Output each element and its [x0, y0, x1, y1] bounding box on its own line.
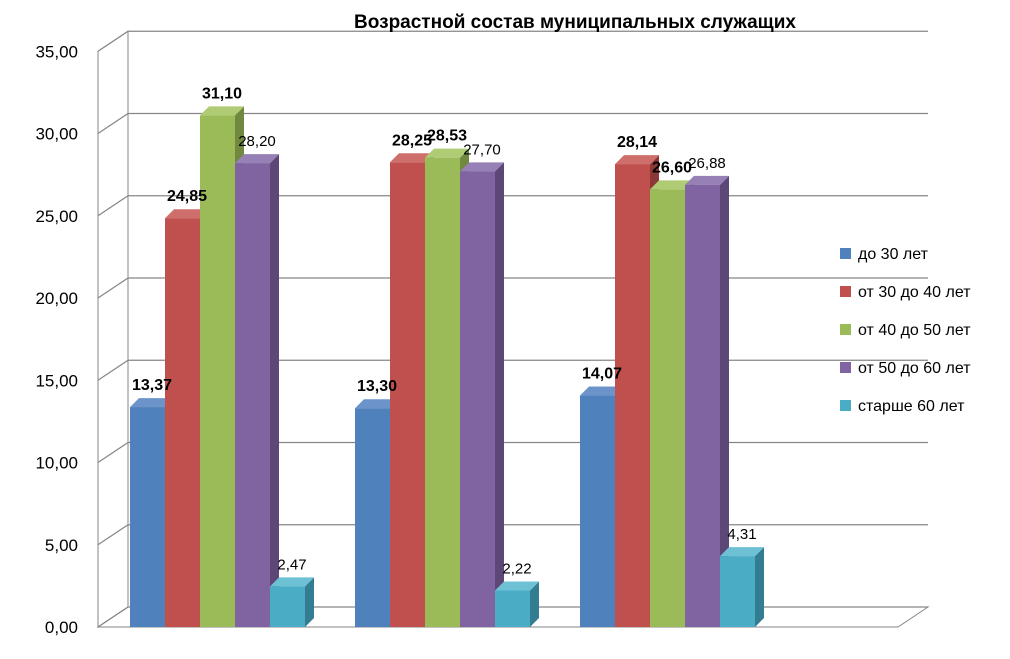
bar-side — [305, 577, 314, 627]
data-label: 13,30 — [357, 378, 397, 395]
bar-top — [425, 148, 469, 158]
data-label: 28,25 — [392, 132, 432, 149]
bar-side — [720, 175, 729, 627]
bar-front — [685, 184, 720, 627]
legend-entry: от 50 до 60 лет — [858, 360, 971, 377]
bar-top — [355, 399, 399, 409]
bar-top — [235, 154, 279, 164]
data-label: 13,37 — [132, 377, 172, 394]
bar-top — [495, 581, 539, 591]
bar — [235, 154, 279, 628]
bar-top — [720, 547, 764, 557]
bar-top — [580, 386, 624, 396]
bar-front — [165, 218, 200, 627]
bar-top — [200, 106, 244, 116]
legend-swatch — [840, 324, 851, 335]
chart-title: Возрастной состав муниципальных служащих — [354, 12, 796, 33]
bar-front — [235, 163, 270, 628]
bar-side — [755, 547, 764, 627]
legend-swatch — [840, 248, 851, 259]
bar-top — [165, 209, 209, 219]
legend-swatch — [840, 362, 851, 373]
bar-side — [530, 581, 539, 627]
gridline — [97, 30, 928, 52]
bar-front — [720, 556, 755, 627]
y-tick-label: 20,00 — [35, 289, 78, 308]
y-tick-label: 35,00 — [35, 42, 78, 61]
bar-top — [650, 180, 694, 190]
bar-front — [200, 115, 235, 627]
bar-side — [495, 162, 504, 627]
data-label: 27,70 — [463, 141, 501, 158]
bar-front — [580, 395, 615, 627]
legend-swatch — [840, 286, 851, 297]
data-label: 28,53 — [427, 128, 467, 145]
bar-front — [425, 157, 460, 627]
legend-entry: от 40 до 50 лет — [858, 322, 971, 339]
y-tick-label: 10,00 — [35, 454, 78, 473]
data-label: 2,47 — [277, 556, 306, 573]
bar-top — [270, 577, 314, 587]
legend-entry: старше 60 лет — [858, 398, 965, 415]
bar-top — [130, 398, 174, 408]
gridline — [97, 112, 928, 134]
bar-top — [390, 153, 434, 163]
bar — [270, 577, 314, 627]
data-label: 26,60 — [652, 159, 692, 176]
bar-front — [355, 408, 390, 627]
legend-entry: от 30 до 40 лет — [858, 284, 971, 301]
data-label: 26,88 — [688, 155, 726, 172]
bar-front — [390, 162, 425, 627]
bar-front — [615, 164, 650, 628]
data-labels: 13,37 13,30 14,07 24,85 28,25 28,14 31,10 28,53… — [132, 85, 757, 577]
y-tick-label: 25,00 — [35, 207, 78, 226]
y-axis-tick-labels: 0,00 5,00 10,00 15,00 20,00 25,00 30,00 35,00 — [35, 42, 78, 637]
bar-top — [615, 155, 659, 165]
bar-front — [130, 407, 165, 627]
data-label: 28,14 — [617, 134, 657, 151]
bar — [720, 547, 764, 627]
y-tick-label: 30,00 — [35, 125, 78, 144]
bar-side — [270, 154, 279, 628]
bar-top — [460, 162, 504, 172]
data-label: 14,07 — [582, 366, 622, 383]
legend-entry: до 30 лет — [858, 246, 929, 263]
data-label: 24,85 — [167, 188, 207, 205]
legend-swatch — [840, 400, 851, 411]
bar — [460, 162, 504, 627]
bar-front — [460, 171, 495, 627]
data-label: 31,10 — [202, 85, 242, 102]
data-label: 4,31 — [727, 526, 756, 543]
y-tick-label: 5,00 — [45, 536, 78, 555]
bar — [685, 175, 729, 627]
bar-front — [650, 189, 685, 627]
bar-front — [270, 586, 305, 627]
bars — [130, 106, 764, 628]
y-tick-label: 0,00 — [45, 618, 78, 637]
y-tick-label: 15,00 — [35, 371, 78, 390]
data-label: 2,22 — [502, 560, 531, 577]
bar-front — [495, 590, 530, 627]
legend: до 30 лет от 30 до 40 лет от 40 до 50 лет о… — [840, 246, 971, 415]
bar — [495, 581, 539, 627]
bar-top — [685, 175, 729, 185]
data-label: 28,20 — [238, 133, 276, 150]
side-wall — [97, 30, 129, 628]
